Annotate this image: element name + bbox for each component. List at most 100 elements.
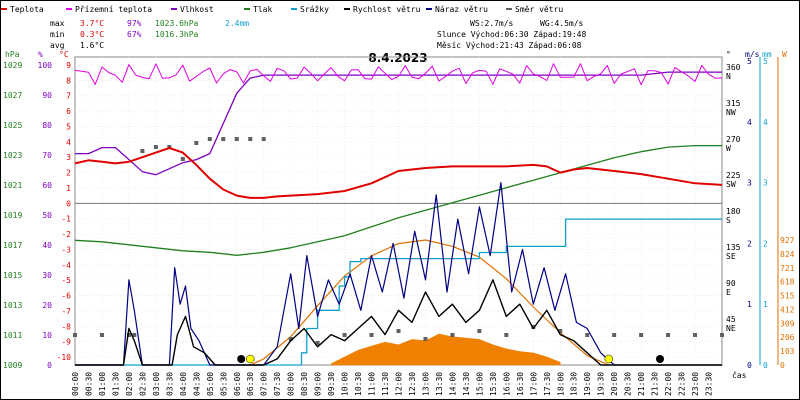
axis-title-ms: m/s — [745, 50, 760, 59]
tick-w: 824 — [780, 250, 795, 259]
tick-pct: 100 — [38, 61, 53, 70]
wind-dir-point — [153, 145, 158, 149]
tick-time: 01:00 — [98, 372, 107, 396]
wind-gust-line — [75, 182, 722, 366]
tick-time: 18:00 — [556, 372, 565, 396]
tick-ms: 1 — [747, 300, 752, 309]
tick-pct: 20 — [42, 301, 52, 310]
tick-dir-value: 180 — [726, 207, 741, 216]
wind-dir-point — [315, 341, 320, 345]
wind-dir-point — [234, 137, 239, 141]
tick-temp: -7 — [61, 307, 71, 316]
wind-dir-point — [666, 333, 671, 337]
tick-mm: 5 — [763, 57, 768, 66]
tick-time: 00:00 — [71, 372, 80, 396]
tick-w: 927 — [780, 236, 795, 245]
tick-ms: 4 — [747, 118, 752, 127]
wind-speed-line — [75, 279, 722, 366]
wind-dir-point — [261, 137, 266, 141]
legend-label-wind_dir: Směr větru — [515, 5, 563, 14]
tick-w: 309 — [780, 319, 795, 328]
tick-hpa: 1013 — [3, 301, 22, 310]
tick-time: 04:30 — [192, 372, 201, 396]
tick-dir-label: NE — [726, 324, 736, 333]
legend-label-humidity: Vlhkost — [180, 5, 214, 14]
tick-temp: 4 — [66, 138, 71, 147]
tick-time: 23:00 — [691, 372, 700, 396]
tick-time: 14:30 — [462, 372, 471, 396]
wind-dir-point — [450, 333, 455, 337]
pressure-line — [74, 144, 722, 256]
tick-dir-label: W — [726, 144, 731, 153]
axis-title-mm: mm — [762, 50, 772, 59]
tick-time: 10:30 — [354, 372, 363, 396]
tick-temp: -1 — [61, 215, 71, 224]
tick-dir-label: E — [726, 288, 731, 297]
wind-dir-point — [558, 329, 563, 333]
tick-time: 18:30 — [570, 372, 579, 396]
tick-temp: -4 — [61, 261, 71, 270]
tick-mm: 3 — [763, 179, 768, 188]
tick-dir-value: 135 — [726, 243, 741, 252]
tick-w: 721 — [780, 264, 795, 273]
tick-hpa: 1017 — [3, 241, 22, 250]
info-wg: WG:4.5m/s — [540, 19, 584, 28]
wind-dir-point — [221, 137, 226, 141]
info-block: WS:2.7m/s WG:4.5m/s Slunce Východ:06:30 … — [437, 19, 586, 50]
tick-temp: 8 — [66, 76, 71, 85]
tick-pct: 30 — [42, 271, 52, 280]
tick-w: 618 — [780, 278, 795, 287]
tick-time: 09:00 — [314, 372, 323, 396]
tick-temp: 7 — [66, 92, 71, 101]
stats-avg-temp: 1.6°C — [80, 41, 104, 50]
chart-title: 8.4.2023 — [368, 51, 427, 65]
tick-time: 08:30 — [300, 372, 309, 396]
tick-dir-label: SW — [726, 180, 736, 189]
tick-time: 22:00 — [664, 372, 673, 396]
tick-pct: 90 — [42, 91, 52, 100]
wind-dir-point — [126, 333, 131, 337]
axis-title-hpa: hPa — [5, 50, 20, 59]
tick-dir-label: SE — [726, 252, 736, 261]
wind-dir-point — [288, 337, 293, 341]
tick-time: 22:30 — [678, 372, 687, 396]
tick-temp: 6 — [66, 107, 71, 116]
wind-dir-point — [585, 333, 590, 337]
y-axes: 1029102710251023102110191017101510131011… — [3, 57, 795, 370]
tick-pct: 40 — [42, 241, 52, 250]
wind-dir-point — [248, 137, 253, 141]
tick-pct: 70 — [42, 151, 52, 160]
tick-time: 17:30 — [543, 372, 552, 396]
tick-dir-value: 225 — [726, 171, 741, 180]
sunrise-marker — [245, 354, 255, 364]
tick-time: 06:00 — [233, 372, 242, 396]
feels-like-line — [74, 63, 723, 86]
tick-time: 07:30 — [273, 372, 282, 396]
wind-dir-point — [194, 141, 199, 145]
tick-hpa: 1029 — [3, 61, 22, 70]
tick-hpa: 1023 — [3, 151, 22, 160]
legend: Teplota Přízemní teplota Vlhkost Tlak Srážky… — [1, 5, 563, 14]
tick-time: 21:30 — [651, 372, 660, 396]
wind-dir-point — [423, 337, 428, 341]
stats-min-temp: 0.3°C — [80, 30, 104, 39]
plot-area — [73, 63, 724, 366]
tick-temp: 0 — [66, 199, 71, 208]
tick-time: 03:00 — [152, 372, 161, 396]
tick-time: 14:00 — [448, 372, 457, 396]
wind-dir-point — [342, 333, 347, 337]
tick-time: 06:30 — [246, 372, 255, 396]
moon-set-marker — [237, 355, 246, 363]
stats-max-rain: 2.4mm — [225, 19, 249, 28]
tick-temp: -10 — [57, 353, 72, 362]
tick-hpa: 1015 — [3, 271, 22, 280]
stats-block: max 3.7°C 97% 1023.6hPa 2.4mm min 0.3°C … — [50, 19, 249, 50]
tick-ms: 2 — [747, 239, 752, 248]
axis-title-dir: ° — [726, 50, 731, 59]
stats-min-hum: 67% — [127, 30, 142, 39]
tick-pct: 60 — [42, 181, 52, 190]
info-moon: Měsíc Východ:21:43 Západ:06:08 — [437, 41, 582, 50]
tick-temp: -8 — [61, 322, 71, 331]
tick-time: 19:00 — [583, 372, 592, 396]
tick-time: 13:30 — [435, 372, 444, 396]
